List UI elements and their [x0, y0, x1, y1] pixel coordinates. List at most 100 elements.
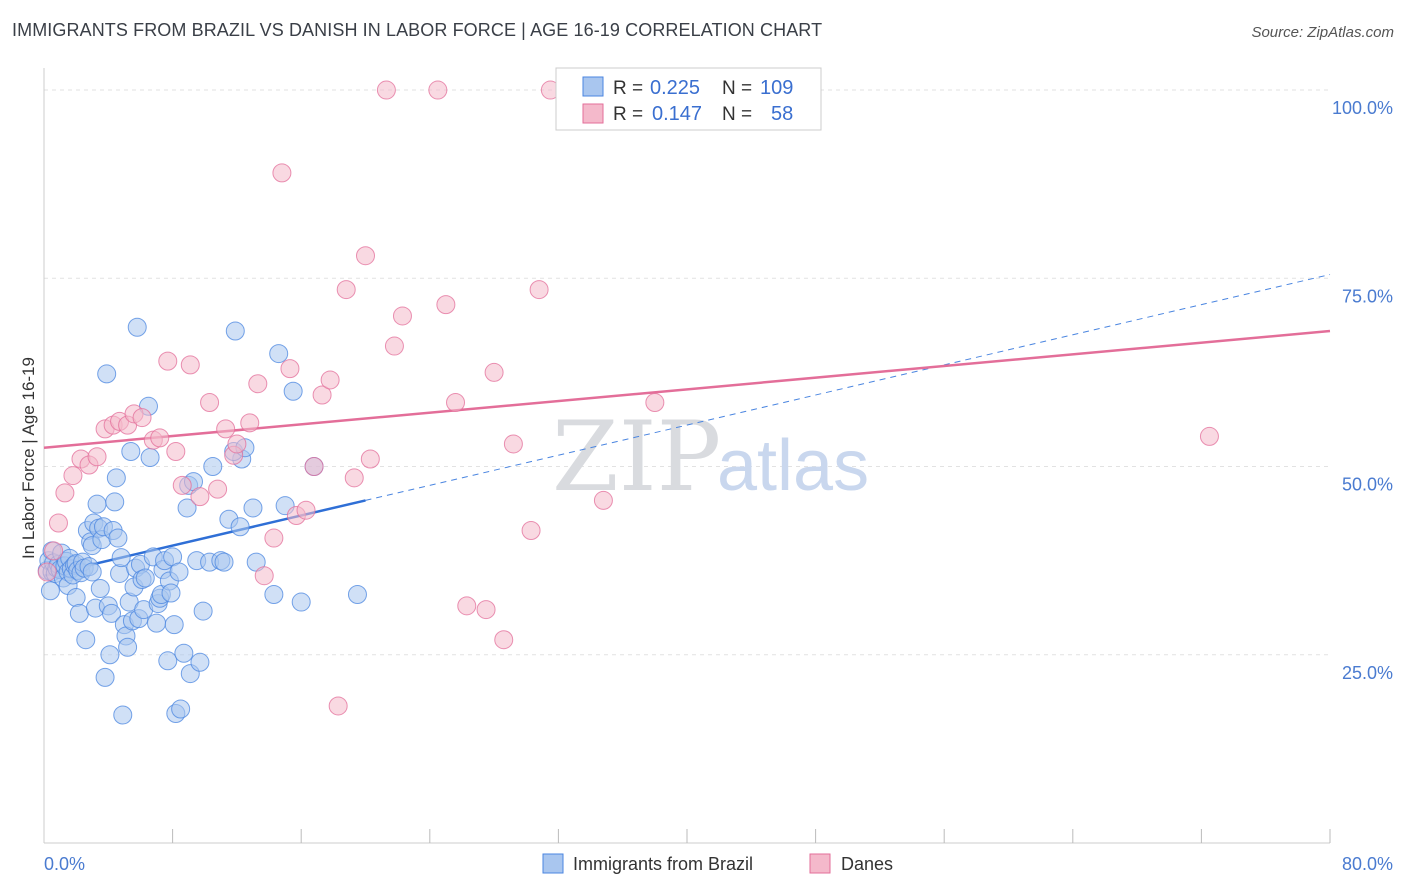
data-point [40, 581, 60, 601]
y-axis-title: In Labor Force | Age 16-19 [19, 357, 38, 559]
data-point [457, 596, 477, 616]
data-point [320, 370, 340, 390]
legend-r-value-2: 0.147 [652, 103, 702, 125]
bottom-legend-label-danes: Danes [841, 854, 893, 874]
data-point [121, 441, 141, 461]
data-point [240, 413, 260, 433]
data-point [384, 336, 404, 356]
data-point [344, 468, 364, 488]
data-point [166, 441, 186, 461]
data-point [428, 80, 448, 100]
y-tick-label: 50.0% [1342, 475, 1393, 495]
data-point [180, 355, 200, 375]
data-point [436, 295, 456, 315]
data-point [158, 651, 178, 671]
x-tick-label: 0.0% [44, 854, 85, 874]
data-point [37, 562, 57, 582]
data-point [312, 385, 332, 405]
data-point [200, 393, 220, 413]
data-point [214, 552, 234, 572]
data-point [95, 667, 115, 687]
data-point [113, 705, 133, 725]
source-credit: Source: ZipAtlas.com [1251, 24, 1394, 41]
data-point [446, 393, 466, 413]
data-point [208, 479, 228, 499]
series-legend: Immigrants from Brazil Danes [542, 853, 893, 874]
grid-lines [44, 89, 1330, 656]
data-point [230, 517, 250, 537]
data-point [69, 603, 89, 623]
series-danes-points [37, 80, 1219, 716]
data-point [484, 362, 504, 382]
stats-legend: R = 0.225 N = 109 R = 0.147 N = 58 [555, 67, 822, 131]
data-point [296, 500, 316, 520]
axes [43, 68, 1331, 844]
data-point [264, 528, 284, 548]
data-point [203, 457, 223, 477]
data-point [280, 359, 300, 379]
bottom-legend-swatch-brazil [542, 853, 564, 874]
data-point [102, 603, 122, 623]
data-point [90, 579, 110, 599]
data-point [164, 615, 184, 635]
x-tick-label: 80.0% [1342, 854, 1393, 874]
data-point [147, 613, 167, 633]
data-point [503, 434, 523, 454]
y-tick-label: 75.0% [1342, 286, 1393, 306]
watermark-zip: ZIP [552, 401, 721, 513]
data-point [645, 393, 665, 413]
data-point [392, 306, 412, 326]
data-point [135, 568, 155, 588]
data-point [63, 466, 83, 486]
data-point [87, 494, 107, 514]
x-tick-labels: 0.0% 80.0% [44, 854, 1393, 874]
data-point [243, 498, 263, 518]
legend-n-value-2: 58 [771, 103, 793, 125]
data-point [97, 364, 117, 384]
data-point [48, 513, 68, 533]
data-point [55, 483, 75, 503]
data-point [100, 645, 120, 665]
data-point [190, 652, 210, 672]
legend-r-label-2: R = [613, 104, 643, 125]
y-tick-label: 100.0% [1332, 98, 1393, 118]
data-point [360, 449, 380, 469]
data-point [171, 699, 191, 719]
data-point [291, 592, 311, 612]
y-tick-label: 25.0% [1342, 663, 1393, 683]
data-point [283, 381, 303, 401]
legend-n-label-2: N = [722, 104, 752, 125]
data-point [593, 490, 613, 510]
data-point [76, 630, 96, 650]
data-point [248, 374, 268, 394]
data-point [177, 498, 197, 518]
data-point [1199, 426, 1219, 446]
data-point [140, 447, 160, 467]
data-point [118, 637, 138, 657]
data-point [347, 585, 367, 605]
legend-n-value-1: 109 [760, 77, 793, 99]
data-point [227, 434, 247, 454]
data-point [529, 280, 549, 300]
data-point [376, 80, 396, 100]
data-point [127, 317, 147, 337]
data-point [216, 419, 236, 439]
data-point [108, 528, 128, 548]
data-points [37, 80, 1219, 725]
data-point [328, 696, 348, 716]
data-point [132, 408, 152, 428]
legend-n-label-1: N = [722, 78, 752, 99]
trend-line-danes [43, 329, 1331, 449]
data-point [193, 601, 213, 621]
bottom-legend-swatch-danes [809, 853, 831, 874]
data-point [494, 630, 514, 650]
data-point [304, 457, 324, 477]
data-point [174, 643, 194, 663]
data-point [110, 563, 130, 583]
data-point [272, 163, 292, 183]
chart-title: IMMIGRANTS FROM BRAZIL VS DANISH IN LABO… [12, 20, 823, 40]
data-point [190, 487, 210, 507]
data-point [66, 588, 86, 608]
legend-r-label-1: R = [613, 78, 643, 99]
